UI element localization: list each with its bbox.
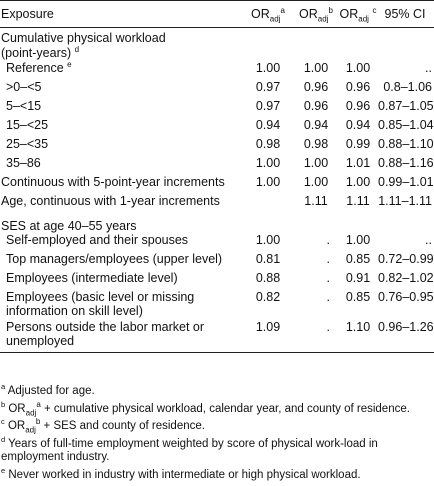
section-cumulative-title-2: (point-years) <box>1 45 72 60</box>
odds-ratio-table: Exposure ORadja ORadjb ORadj c 95% CI Cu… <box>0 0 434 353</box>
row-label: Employees (intermediate level) <box>6 270 178 285</box>
cell-or-a: 0.81 <box>255 251 281 266</box>
cell-ci: 0.8–1.06 <box>383 79 432 94</box>
section-ses: SES at age 40–55 years <box>0 213 434 233</box>
cell-or-c: 0.96 <box>345 79 371 94</box>
cell-or-c: 0.85 <box>345 289 371 304</box>
table-row: 35–86 1.00 1.00 1.01 0.88–1.16 <box>0 156 434 175</box>
cell-ci: .. <box>425 232 432 247</box>
cell-or-c: 1.01 <box>345 155 371 170</box>
header-or-b: ORadjb <box>294 0 338 28</box>
row-label: 5–<15 <box>6 98 42 113</box>
cell-or-c: 0.96 <box>345 98 371 113</box>
cell-ci: 0.96–1.26 <box>378 319 434 353</box>
cell-or-a <box>242 194 294 213</box>
cell-or-c: 1.10 <box>338 319 378 353</box>
table-row: Reference e 1.00 1.00 1.00 .. <box>0 59 434 80</box>
cell-or-b: 1.00 <box>303 155 329 170</box>
row-label: Age, continuous with 1-year increments <box>1 193 220 208</box>
cell-or-b: . <box>294 319 338 353</box>
cell-or-a: 0.82 <box>255 289 281 304</box>
footnote-e: e Never worked in industry with intermed… <box>1 465 361 481</box>
cell-or-c: 0.94 <box>345 117 371 132</box>
cell-or-a: 0.88 <box>255 270 281 285</box>
table-header: Exposure ORadja ORadjb ORadj c 95% CI <box>0 0 434 28</box>
section-cumulative: Cumulative physical workload (point-year… <box>0 31 434 61</box>
table-row: Persons outside the labor market or unemp… <box>0 319 434 353</box>
cell-or-b: . <box>326 232 330 247</box>
row-label: Self-employed and their spouses <box>6 232 189 247</box>
cell-or-c: 0.91 <box>345 270 371 285</box>
table-row: 5–<15 0.97 0.96 0.96 0.87–1.05 <box>0 99 434 118</box>
cell-or-b: 0.98 <box>303 136 329 151</box>
footnote-b: b ORadja + cumulative physical workload,… <box>1 399 410 417</box>
table-row: >0–<5 0.97 0.96 0.96 0.8–1.06 <box>0 80 434 99</box>
table-row: Continuous with 5-point-year increments … <box>0 175 434 194</box>
cell-ci: 1.11–1.11 <box>378 193 432 208</box>
row-label: 35–86 <box>6 155 41 170</box>
row-label: 25–<35 <box>6 136 49 151</box>
cell-ci: .. <box>425 60 432 75</box>
footnote-d: d Years of full-time employment weighted… <box>1 434 378 463</box>
table-body: Cumulative physical workload (point-year… <box>0 28 434 353</box>
cell-ci: 0.82–1.02 <box>378 270 434 285</box>
header-exposure: Exposure <box>0 0 242 28</box>
row-label: Reference e <box>6 59 72 75</box>
footnote-c: c ORadjb + SES and county of residence. <box>1 417 205 435</box>
header-or-a: ORadja <box>242 0 294 28</box>
table-row: 15–<25 0.94 0.94 0.94 0.85–1.04 <box>0 118 434 137</box>
cell-ci: 0.76–0.95 <box>378 289 434 304</box>
cell-or-b: . <box>326 270 330 285</box>
cell-or-b: . <box>326 251 330 266</box>
row-label: Top managers/employees (upper level) <box>6 251 223 266</box>
row-label: Persons outside the labor market or unemp… <box>0 319 242 353</box>
section-cumulative-title-1: Cumulative physical workload <box>1 30 166 45</box>
header-or-c: ORadj c <box>338 0 378 28</box>
cell-or-c: 0.99 <box>345 136 371 151</box>
cell-or-b: 1.00 <box>303 174 329 189</box>
cell-or-a: 0.94 <box>255 117 281 132</box>
cell-or-a: 1.09 <box>242 319 294 353</box>
cell-or-c: 1.00 <box>345 174 371 189</box>
cell-or-c: 1.11 <box>346 193 370 208</box>
table-row: Employees (basic level or missing informa… <box>0 290 434 320</box>
row-label: Employees (basic level or missing informa… <box>6 289 195 318</box>
cell-or-a: 0.98 <box>255 136 281 151</box>
cell-or-b: 1.11 <box>304 193 328 208</box>
row-label: 15–<25 <box>6 117 49 132</box>
table-row: Top managers/employees (upper level) 0.8… <box>0 252 434 271</box>
section-cumulative-sup: d <box>74 44 80 54</box>
cell-ci: 0.85–1.04 <box>378 117 434 132</box>
cell-ci: 0.99–1.01 <box>378 174 434 189</box>
cell-or-c: 1.00 <box>345 232 371 247</box>
cell-or-a: 1.00 <box>255 155 281 170</box>
cell-ci: 0.72–0.99 <box>378 251 434 266</box>
cell-or-b: 0.96 <box>303 98 329 113</box>
cell-or-a: 0.97 <box>255 98 281 113</box>
cell-or-b: . <box>326 289 330 304</box>
cell-or-b: 0.94 <box>303 117 329 132</box>
cell-or-b: 1.00 <box>303 60 329 75</box>
footnote-a: a Adjusted for age. <box>1 382 95 397</box>
footnotes: a Adjusted for age. b ORadja + cumulativ… <box>1 382 431 486</box>
cell-or-a: 0.97 <box>255 79 281 94</box>
table-row: 25–<35 0.98 0.98 0.99 0.88–1.10 <box>0 137 434 156</box>
cell-or-a: 1.00 <box>255 174 281 189</box>
table-row: Self-employed and their spouses 1.00 . 1… <box>0 233 434 252</box>
header-ci: 95% CI <box>378 0 434 28</box>
row-label: Continuous with 5-point-year increments <box>1 174 225 189</box>
cell-or-c: 1.00 <box>345 60 371 75</box>
section-ses-title: SES at age 40–55 years <box>1 218 137 233</box>
cell-or-c: 0.85 <box>345 251 371 266</box>
table-row: Employees (intermediate level) 0.88 . 0.… <box>0 271 434 290</box>
cell-or-a: 1.00 <box>255 60 281 75</box>
cell-ci: 0.88–1.10 <box>378 136 434 151</box>
cell-ci: 0.87–1.05 <box>378 98 434 113</box>
cell-ci: 0.88–1.16 <box>378 155 434 170</box>
row-label: >0–<5 <box>6 79 42 94</box>
cell-or-b: 0.96 <box>303 79 329 94</box>
cell-or-a: 1.00 <box>255 232 281 247</box>
table-row: Age, continuous with 1-year increments 1… <box>0 194 434 213</box>
